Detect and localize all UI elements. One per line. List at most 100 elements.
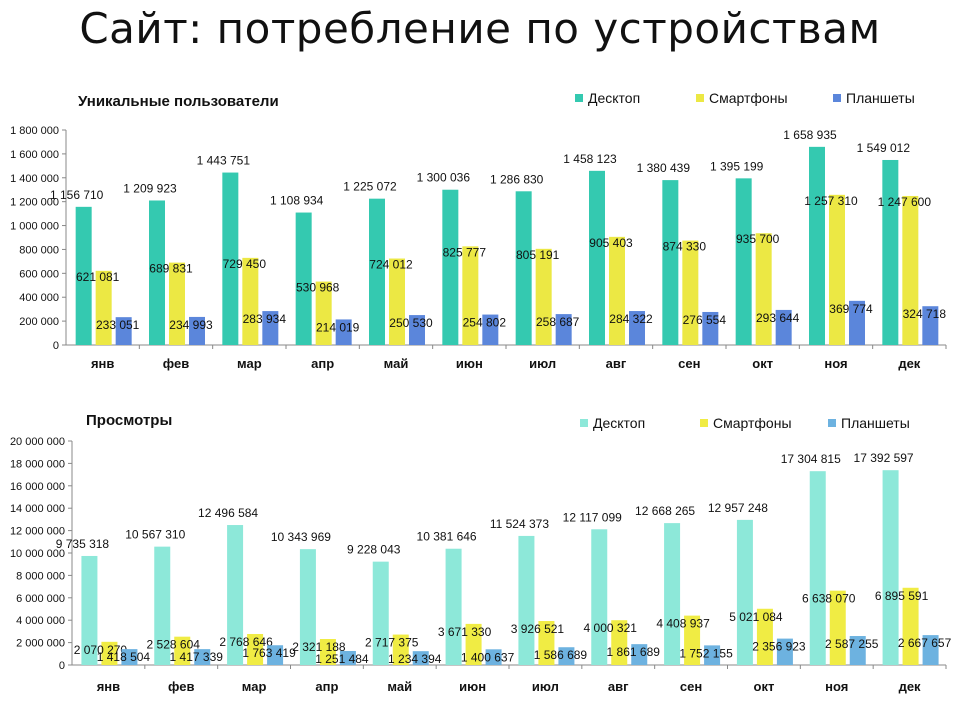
bar-1	[369, 198, 385, 345]
bar-1	[589, 170, 605, 345]
data-label-1: 11 524 373	[490, 517, 549, 531]
data-label-3: 234 993	[169, 318, 213, 332]
data-label-2: 689 831	[149, 262, 193, 276]
bar-1	[295, 212, 312, 345]
data-label-2: 6 638 070	[802, 592, 856, 606]
bar-1	[809, 146, 825, 345]
x-tick-label: июл	[532, 679, 559, 694]
bar-2	[684, 615, 701, 665]
data-label-2: 905 403	[589, 236, 633, 250]
data-label-1: 12 957 248	[708, 501, 768, 515]
bar-2	[319, 639, 336, 665]
y-tick-label: 20 000 000	[10, 436, 65, 448]
data-label-3: 1 417 339	[170, 650, 224, 664]
x-tick-label: апр	[315, 679, 338, 694]
bar-1	[227, 525, 244, 665]
x-tick-label: окт	[754, 679, 775, 694]
bar-3	[115, 317, 132, 345]
data-label-3: 2 356 923	[752, 640, 806, 654]
bar-2	[902, 587, 919, 665]
y-tick-label: 400 000	[19, 292, 59, 304]
bar-3	[849, 636, 866, 665]
bar-1	[81, 555, 98, 665]
bar-2	[538, 621, 555, 665]
bar-1	[882, 159, 899, 345]
bar-1	[735, 178, 752, 345]
data-label-3: 214 019	[316, 320, 360, 334]
bar-2	[174, 636, 191, 665]
data-label-3: 284 322	[609, 312, 653, 326]
y-tick-label: 16 000 000	[10, 481, 65, 493]
x-tick-label: май	[387, 679, 412, 694]
y-tick-label: 1 800 000	[10, 125, 59, 137]
x-tick-label: сен	[678, 356, 700, 371]
legend-swatch-1	[575, 94, 583, 102]
data-label-2: 621 081	[76, 270, 120, 284]
bar-1	[518, 535, 535, 665]
bar-1	[445, 548, 462, 665]
bar-2	[755, 233, 772, 345]
data-label-2: 874 330	[663, 240, 707, 254]
y-tick-label: 1 400 000	[10, 173, 59, 185]
bar-3	[121, 649, 138, 665]
bar-3	[775, 309, 792, 345]
x-tick-label: дек	[899, 679, 921, 694]
bar-3	[267, 645, 284, 665]
bar-1	[149, 200, 165, 345]
bar-1	[664, 523, 681, 665]
chart-title: Просмотры	[86, 412, 172, 429]
y-tick-label: 1 000 000	[10, 221, 59, 233]
bar-2	[535, 248, 552, 345]
x-tick-label: янв	[91, 356, 114, 371]
x-tick-label: ноя	[825, 679, 848, 694]
data-label-1: 1 225 072	[343, 180, 397, 194]
unique-users-chart: Уникальные пользователи Десктоп Смартфоны П…	[10, 90, 947, 371]
bar-3	[555, 314, 572, 345]
bar-2	[682, 240, 699, 345]
y-tick-label: 18 000 000	[10, 458, 65, 470]
legend-label-1: Десктоп	[593, 415, 645, 431]
y-tick-label: 1 600 000	[10, 149, 59, 161]
data-label-1: 10 343 969	[271, 530, 331, 544]
y-tick-label: 6 000 000	[16, 593, 65, 605]
bar-3	[704, 645, 721, 665]
data-label-1: 10 381 646	[417, 530, 477, 544]
data-label-2: 1 247 600	[878, 195, 932, 209]
x-tick-label: окт	[752, 356, 773, 371]
data-label-2: 2 528 604	[147, 638, 201, 652]
bar-3	[922, 306, 939, 345]
data-label-1: 17 304 815	[781, 452, 841, 466]
bar-3	[189, 316, 205, 345]
legend-swatch-3	[828, 419, 836, 427]
data-label-1: 1 209 923	[123, 181, 177, 195]
data-label-1: 12 496 584	[198, 506, 258, 520]
bar-3	[631, 644, 648, 665]
bar-3	[776, 638, 793, 665]
x-tick-label: авг	[606, 356, 627, 371]
data-label-2: 6 895 591	[875, 589, 929, 603]
bar-3	[922, 635, 939, 665]
bar-1	[882, 470, 899, 665]
data-label-3: 1 861 689	[607, 645, 661, 659]
data-label-2: 805 191	[516, 248, 560, 262]
x-tick-label: мар	[237, 356, 262, 371]
bar-3	[485, 649, 502, 665]
data-label-1: 12 117 099	[563, 510, 622, 524]
data-label-2: 2 717 375	[365, 636, 419, 650]
bar-2	[242, 257, 259, 345]
legend-swatch-1	[580, 419, 588, 427]
data-label-3: 276 554	[683, 313, 727, 327]
data-label-1: 1 108 934	[270, 194, 324, 208]
bar-1	[809, 471, 826, 665]
y-tick-label: 2 000 000	[16, 638, 65, 650]
legend-label-3: Планшеты	[841, 415, 910, 431]
bar-2	[609, 236, 625, 345]
data-label-1: 1 286 830	[490, 172, 544, 186]
data-label-3: 293 644	[756, 311, 800, 325]
x-tick-label: авг	[608, 679, 629, 694]
data-label-1: 1 549 012	[857, 141, 911, 155]
data-label-3: 1 763 419	[242, 646, 296, 660]
data-label-1: 10 567 310	[125, 528, 185, 542]
y-tick-label: 8 000 000	[16, 570, 65, 582]
bar-2	[465, 623, 482, 665]
